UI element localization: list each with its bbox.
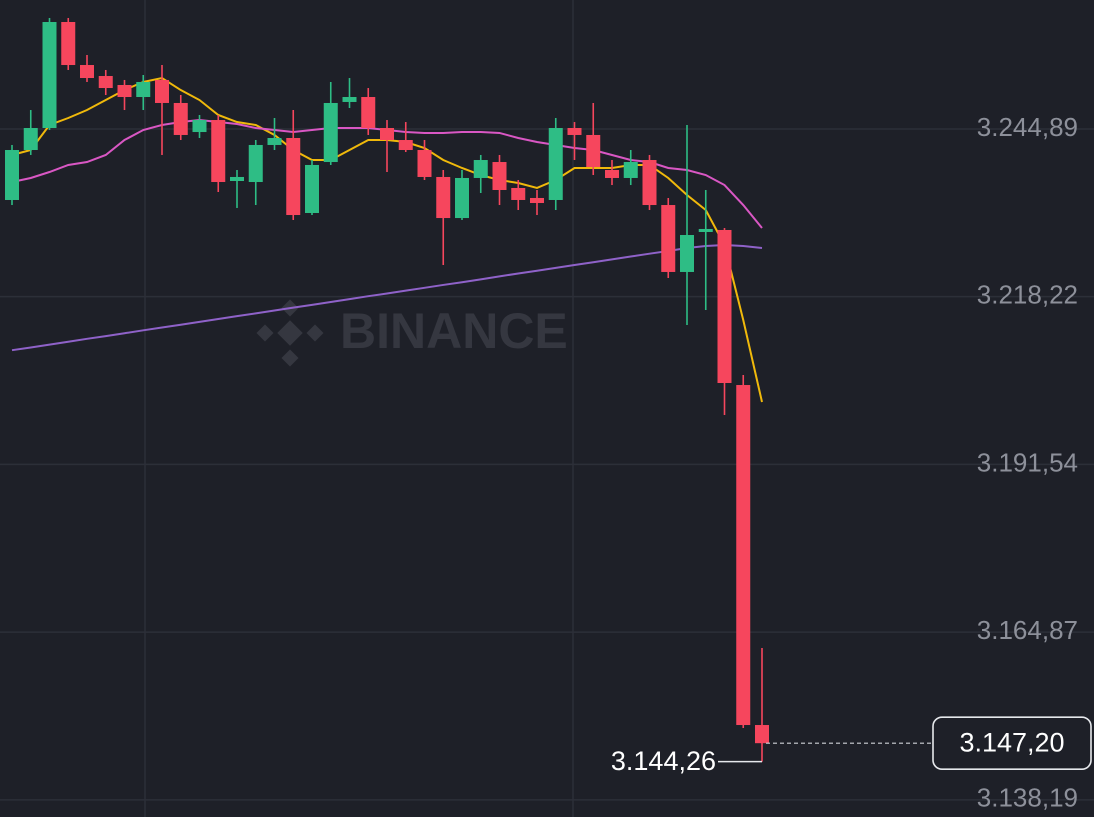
candle-body bbox=[361, 97, 376, 129]
candle-body bbox=[398, 140, 413, 151]
candle-body bbox=[5, 150, 19, 200]
candle-body bbox=[211, 120, 226, 183]
candle-body bbox=[323, 102, 338, 163]
candle-body bbox=[567, 128, 582, 135]
candle-body bbox=[98, 76, 113, 89]
candle-body bbox=[586, 134, 601, 167]
candle-body bbox=[436, 176, 451, 219]
y-tick-label: 3.164,87 bbox=[977, 615, 1078, 645]
lowest-label: 3.144,26 bbox=[611, 746, 716, 776]
candle-body bbox=[511, 187, 526, 200]
candle-body bbox=[117, 85, 132, 98]
candle-body bbox=[80, 65, 94, 79]
candle-body bbox=[623, 162, 638, 178]
candle-body bbox=[248, 144, 263, 183]
candles bbox=[5, 17, 769, 762]
candle-body bbox=[548, 128, 563, 200]
candle-body bbox=[417, 150, 432, 177]
candle-body bbox=[230, 176, 244, 182]
y-tick-label: 3.138,19 bbox=[977, 783, 1078, 813]
candle-body bbox=[286, 138, 301, 216]
candle-body bbox=[492, 162, 507, 190]
candle-body bbox=[42, 22, 57, 129]
candle-body bbox=[380, 128, 394, 141]
price-markers: 3.147,20 3.144,26 bbox=[611, 716, 1092, 776]
candle-body bbox=[698, 228, 713, 232]
y-tick-label: 3.244,89 bbox=[977, 112, 1078, 142]
candle-body bbox=[642, 160, 657, 206]
y-axis: 3.244,89 3.218,22 3.191,54 3.164,87 3.138,19 bbox=[977, 112, 1078, 813]
candle-body bbox=[136, 81, 151, 98]
candle-body bbox=[473, 160, 488, 178]
candle-body bbox=[661, 205, 676, 272]
candle-body bbox=[605, 170, 619, 178]
y-tick-label: 3.191,54 bbox=[977, 447, 1078, 477]
candle-body bbox=[342, 97, 357, 102]
candle-body bbox=[267, 138, 282, 145]
candle-body bbox=[192, 120, 207, 133]
candle-body bbox=[530, 197, 544, 204]
last-price-box bbox=[932, 716, 1092, 770]
candle-body bbox=[155, 79, 169, 103]
y-tick-label: 3.218,22 bbox=[977, 280, 1078, 310]
candle-body bbox=[173, 102, 188, 135]
watermark-text: BINANCE bbox=[340, 303, 568, 359]
candle-body bbox=[680, 235, 694, 272]
moving-average-line bbox=[11, 244, 763, 352]
candle-body bbox=[717, 229, 732, 384]
candle-body bbox=[305, 164, 319, 214]
candle-body bbox=[61, 22, 76, 66]
candle-body bbox=[455, 177, 469, 219]
candle-body bbox=[755, 725, 769, 744]
candle-body bbox=[23, 128, 38, 151]
candle-body bbox=[736, 385, 751, 726]
last-price-label: 3.147,20 bbox=[959, 727, 1064, 757]
